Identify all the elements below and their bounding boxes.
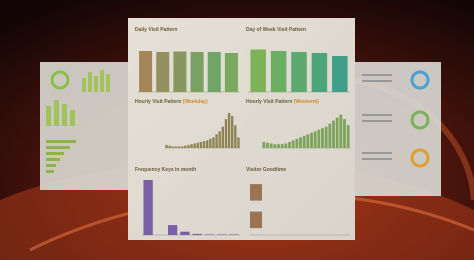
bar [143,180,152,235]
bar [266,143,269,148]
bar [332,121,335,148]
bar [191,52,204,92]
bar [277,144,280,148]
bar [310,133,313,148]
bar [250,212,262,229]
title-text: Hourly Visit Pattern [246,99,292,105]
bar [321,128,324,148]
bar [250,184,262,201]
bar [295,139,298,148]
title-text: Daily Visit Pattern [135,27,177,33]
scene: Daily Visit Pattern Day of Week Visit Pat… [0,0,474,260]
bar [292,140,295,148]
bar [205,234,214,235]
bar [222,127,224,148]
bar [317,130,320,148]
bar [229,234,238,235]
bar [165,145,167,148]
bar [206,140,208,148]
bar [184,146,186,148]
bar [291,52,307,92]
bar [217,234,226,235]
bar [187,145,189,148]
bar [281,144,284,148]
bar [156,52,169,92]
bar [139,51,152,92]
bar [332,56,348,92]
bar [190,144,192,148]
bar [325,127,328,148]
bar [237,137,239,148]
bar [181,146,183,148]
bar [219,131,221,148]
title-text: Frequency Keys in month [135,167,196,173]
bar [200,142,202,148]
title-text: Hourly Visit Pattern [135,99,181,105]
bar [250,50,266,93]
bar [273,144,276,148]
title-text: Day of Week Visit Pattern [246,27,306,33]
bar [197,143,199,148]
bar [328,124,331,148]
bar [228,113,230,148]
bar [288,142,291,148]
chart-title: Visitor Goodtime [246,167,286,173]
chart-title: Daily Visit Pattern [135,27,177,33]
chart-title: Hourly Visit Pattern (Weekend) [246,99,319,105]
bar [168,225,177,235]
bar [173,52,186,93]
bar [225,53,238,92]
bar [212,137,214,148]
bar [299,137,302,148]
bar [270,143,273,148]
title-note: (Weekday) [183,99,208,105]
bar [192,234,201,235]
chart-title: Day of Week Visit Pattern [246,27,306,33]
bar [209,139,211,148]
bar [312,53,328,92]
bar [336,118,339,148]
bar [215,134,217,148]
bar [303,136,306,148]
bar [194,143,196,148]
bar [225,119,227,148]
bar [178,146,180,148]
chart-title: Hourly Visit Pattern (Weekday) [135,99,208,105]
main-panel [128,18,355,240]
title-note: (Weekend) [294,99,320,105]
left-panel [40,62,130,190]
right-panel [355,62,441,196]
bar [231,116,233,148]
bar [271,51,287,92]
bar [203,141,205,148]
bar [169,146,171,148]
bar [306,134,309,148]
bar [175,146,177,148]
bar [339,115,342,148]
bar [314,131,317,148]
bar [343,119,346,148]
chart-title: Frequency Keys in month [135,167,196,173]
bar [262,142,265,148]
bar [172,146,174,148]
bar [208,52,221,92]
bar [180,232,189,235]
bar [347,125,350,148]
bar [234,125,236,148]
title-text: Visitor Goodtime [246,167,286,173]
bar [284,143,287,148]
